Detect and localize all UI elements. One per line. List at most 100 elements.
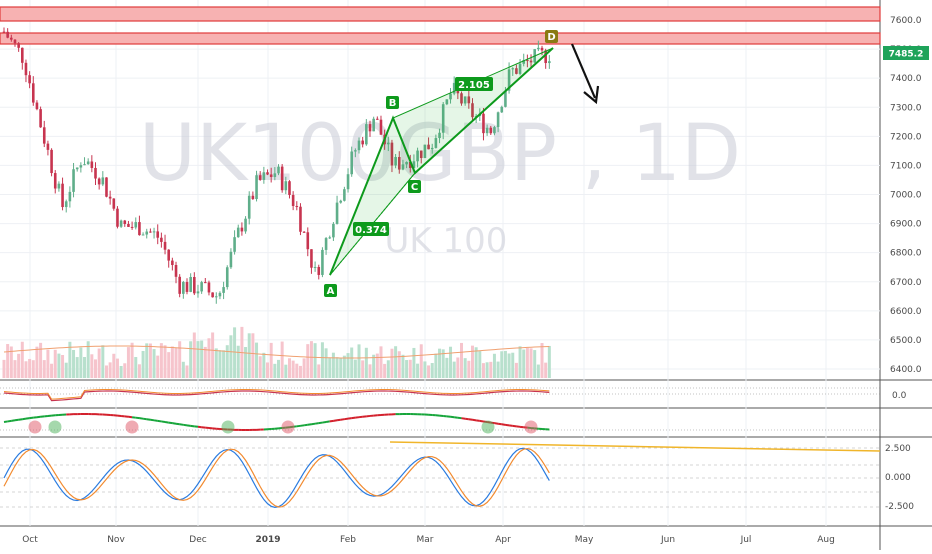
volume-bar bbox=[76, 357, 79, 378]
price-axis-label: 7400.0 bbox=[890, 74, 922, 84]
volume-bar bbox=[347, 353, 350, 378]
volume-bar bbox=[328, 358, 331, 378]
volume-bar bbox=[504, 351, 507, 378]
candle-body bbox=[43, 127, 46, 143]
candle-body bbox=[292, 195, 295, 206]
candle-body bbox=[270, 174, 273, 177]
time-axis-label: Oct bbox=[22, 535, 38, 545]
candle-body bbox=[266, 172, 269, 174]
time-axis-label: Dec bbox=[189, 535, 206, 545]
volume-bar bbox=[493, 354, 496, 378]
price-axis[interactable]: 7600.07500.07400.07300.07200.07100.07000… bbox=[890, 16, 922, 375]
volume-bar bbox=[288, 358, 291, 378]
volume-bar bbox=[365, 348, 368, 378]
candle-body bbox=[482, 114, 485, 133]
candle-body bbox=[120, 221, 123, 227]
time-axis-label: 2019 bbox=[255, 535, 280, 545]
volume-bar bbox=[153, 349, 156, 378]
volume-bar bbox=[255, 343, 258, 378]
volume-bar bbox=[379, 346, 382, 378]
volume-bar bbox=[83, 357, 86, 378]
candle-body bbox=[28, 75, 31, 83]
volume-bar bbox=[453, 362, 456, 378]
candle-body bbox=[332, 224, 335, 237]
time-axis-label: Mar bbox=[417, 535, 434, 545]
stochastic-axis-label: -2.500 bbox=[885, 502, 914, 512]
volume-bar bbox=[314, 343, 317, 378]
candle-body bbox=[50, 150, 53, 173]
volume-bar bbox=[182, 362, 185, 378]
candle-body bbox=[10, 38, 13, 40]
candle-body bbox=[47, 144, 50, 150]
volume-bar bbox=[478, 351, 481, 378]
volume-bar bbox=[372, 355, 375, 378]
candle-body bbox=[91, 162, 94, 168]
candle-body bbox=[189, 277, 192, 292]
macd-axis-label: 0.0 bbox=[892, 391, 907, 401]
volume-bar bbox=[306, 344, 309, 378]
indicator-axes[interactable]: 0.0 2.500 0.000 -2.500 bbox=[885, 391, 914, 512]
volume-bar bbox=[54, 350, 57, 378]
volume-bar bbox=[482, 363, 485, 378]
stochastic-axis-label: 0.000 bbox=[885, 473, 911, 483]
volume-bar bbox=[13, 360, 16, 378]
price-axis-label: 7200.0 bbox=[890, 132, 922, 142]
volume-bar bbox=[218, 350, 221, 378]
stochastic-axis-label: 2.500 bbox=[885, 444, 911, 454]
candle-body bbox=[259, 175, 262, 180]
candle-body bbox=[160, 238, 163, 242]
volume-bar bbox=[515, 363, 518, 378]
candle-body bbox=[21, 48, 24, 63]
volume-bar bbox=[175, 348, 178, 378]
candle-body bbox=[486, 128, 489, 133]
volume-bar bbox=[215, 348, 218, 378]
volume-bar bbox=[196, 341, 199, 378]
volume-bar bbox=[489, 362, 492, 378]
volume-bar bbox=[299, 366, 302, 378]
volume-bar bbox=[138, 364, 141, 378]
volume-bar bbox=[79, 348, 82, 378]
price-axis-label: 6700.0 bbox=[890, 278, 922, 288]
volume-bar bbox=[24, 361, 27, 378]
candle-body bbox=[208, 282, 211, 292]
candle-body bbox=[138, 222, 141, 235]
volume-bar bbox=[94, 359, 97, 378]
volume-bar bbox=[171, 346, 174, 378]
candle-body bbox=[317, 267, 320, 275]
candle-body bbox=[17, 43, 20, 48]
candle-body bbox=[134, 222, 137, 227]
volume-bar bbox=[500, 351, 503, 378]
resistance-zone-upper[interactable] bbox=[0, 7, 880, 21]
volume-bar bbox=[105, 365, 108, 378]
volume-bar bbox=[164, 345, 167, 378]
candle-body bbox=[321, 250, 324, 275]
volume-bar bbox=[65, 363, 68, 378]
signal-dot bbox=[525, 421, 538, 434]
volume-bar bbox=[90, 354, 93, 378]
candle-body bbox=[83, 164, 86, 165]
volume-bar bbox=[57, 354, 60, 378]
candle-body bbox=[178, 277, 181, 294]
volume-bar bbox=[438, 349, 441, 378]
signal-dot bbox=[222, 421, 235, 434]
volume-bar bbox=[427, 365, 430, 378]
candle-body bbox=[167, 250, 170, 261]
volume-bar bbox=[248, 333, 251, 378]
volume-bar bbox=[21, 342, 24, 378]
volume-bar bbox=[211, 332, 214, 378]
volume-bar bbox=[390, 349, 393, 378]
volume-bar bbox=[200, 341, 203, 378]
price-axis-label: 6400.0 bbox=[890, 365, 922, 375]
candle-body bbox=[200, 282, 203, 291]
price-axis-label: 6600.0 bbox=[890, 307, 922, 317]
volume-bar bbox=[17, 354, 20, 378]
resistance-zone-lower[interactable] bbox=[0, 33, 880, 44]
ratio-ac-label: 0.374 bbox=[355, 225, 387, 236]
candle-body bbox=[347, 174, 350, 189]
volume-bar bbox=[266, 362, 269, 378]
volume-bar bbox=[226, 345, 229, 378]
candle-body bbox=[343, 189, 346, 201]
